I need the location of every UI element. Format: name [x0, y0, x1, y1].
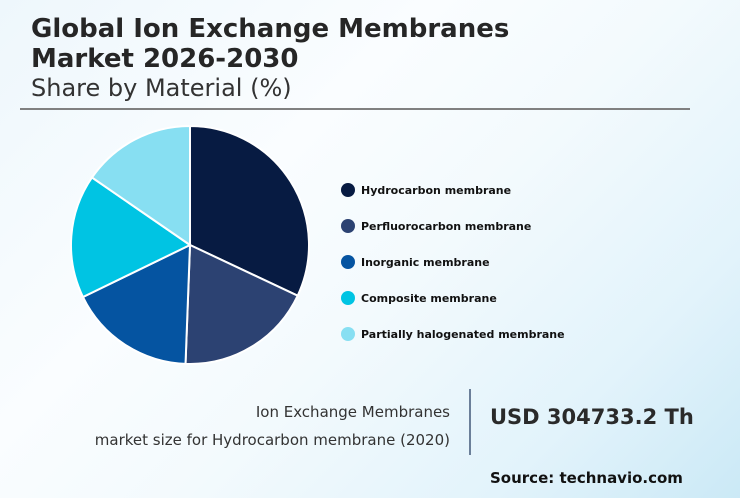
legend-dot-icon: [341, 183, 355, 197]
pie-slice: [81, 243, 192, 365]
legend-label: Perfluorocarbon membrane: [361, 219, 532, 233]
legend-dot-icon: [341, 291, 355, 305]
legend-item: Composite membrane: [341, 280, 565, 316]
pie-slice: [90, 125, 191, 247]
pie-slice: [70, 176, 192, 299]
title-line-2: Market 2026-2030: [31, 44, 299, 74]
pie-slice: [184, 243, 300, 365]
source-label: Source: technavio.com: [490, 469, 683, 487]
pie-chart: [70, 125, 310, 365]
legend-dot-icon: [341, 327, 355, 341]
legend-dot-icon: [341, 219, 355, 233]
legend-label: Inorganic membrane: [361, 255, 490, 269]
title-line-1: Global Ion Exchange Membranes: [31, 14, 510, 44]
legend-label: Composite membrane: [361, 291, 497, 305]
pie-slice: [189, 125, 310, 297]
market-size-value: USD 304733.2 Th: [490, 405, 694, 429]
market-size-caption: Ion Exchange Membranes market size for H…: [95, 398, 450, 454]
info-divider: [469, 389, 471, 455]
legend-dot-icon: [341, 255, 355, 269]
caption-line-1: Ion Exchange Membranes: [255, 403, 450, 421]
legend-label: Partially halogenated membrane: [361, 327, 565, 341]
legend-item: Partially halogenated membrane: [341, 316, 565, 352]
legend-label: Hydrocarbon membrane: [361, 183, 512, 197]
caption-line-2: market size for Hydrocarbon membrane (20…: [94, 431, 450, 449]
legend-item: Inorganic membrane: [341, 244, 565, 280]
chart-title: Global Ion Exchange Membranes Market 202…: [31, 14, 509, 74]
chart-subtitle: Share by Material (%): [31, 74, 292, 102]
legend-item: Hydrocarbon membrane: [341, 172, 565, 208]
legend-item: Perfluorocarbon membrane: [341, 208, 565, 244]
legend: Hydrocarbon membrane Perfluorocarbon mem…: [341, 172, 565, 352]
title-divider: [20, 108, 690, 110]
